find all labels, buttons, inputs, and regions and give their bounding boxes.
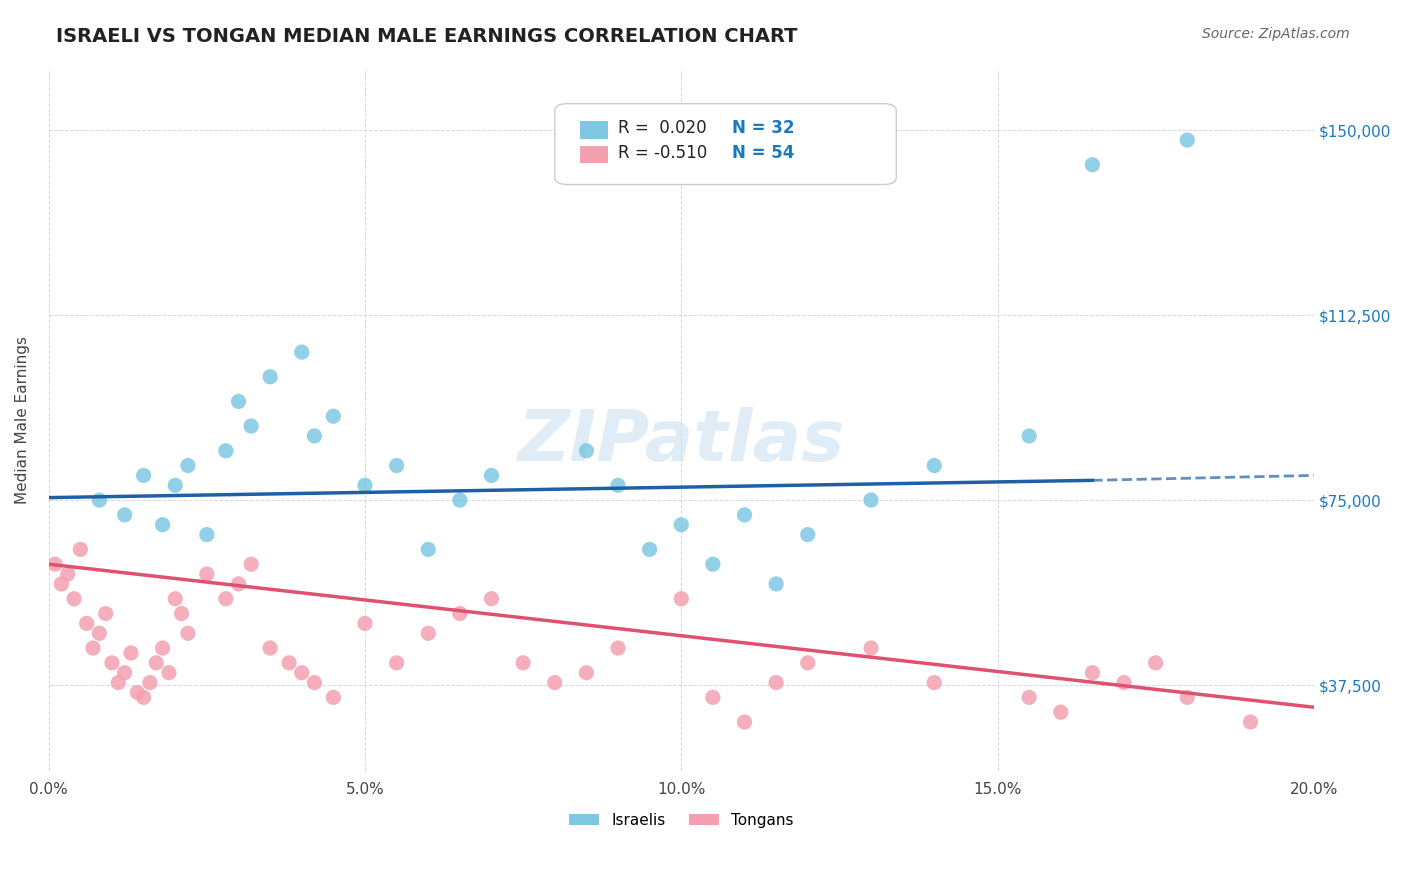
Text: Source: ZipAtlas.com: Source: ZipAtlas.com [1202,27,1350,41]
Text: N = 54: N = 54 [733,144,794,161]
Point [114,508,136,522]
Point [145,656,167,670]
Point [1144,656,1167,670]
Text: ISRAELI VS TONGAN MEDIAN MALE EARNINGS CORRELATION CHART: ISRAELI VS TONGAN MEDIAN MALE EARNINGS C… [56,27,797,45]
Point [120,646,142,660]
Point [702,558,724,572]
Point [195,567,218,582]
Point [544,675,567,690]
Point [734,508,756,522]
Point [481,591,503,606]
FancyBboxPatch shape [555,103,896,185]
Point [195,527,218,541]
Point [278,656,301,670]
Point [215,443,238,458]
Point [56,567,79,582]
Point [418,626,440,640]
Text: R = -0.510: R = -0.510 [619,144,707,161]
Point [127,685,149,699]
Point [859,641,882,656]
Point [1018,429,1040,443]
Point [322,409,344,424]
Point [139,675,162,690]
Point [114,665,136,680]
Point [291,345,314,359]
Point [259,369,281,384]
Point [69,542,91,557]
Point [765,675,787,690]
Point [1175,133,1198,147]
Point [170,607,193,621]
Point [177,626,200,640]
Point [1239,714,1261,729]
Point [1081,158,1104,172]
Point [607,641,630,656]
Point [607,478,630,492]
Point [671,591,693,606]
Point [157,665,180,680]
Point [354,616,377,631]
Text: R =  0.020: R = 0.020 [619,120,707,137]
Point [132,690,155,705]
Point [51,577,73,591]
Point [152,641,174,656]
Point [107,675,129,690]
Point [354,478,377,492]
Point [89,493,111,508]
Point [1018,690,1040,705]
Point [859,493,882,508]
Point [922,458,945,473]
Point [1049,705,1071,719]
Point [94,607,117,621]
Point [240,558,263,572]
Point [152,517,174,532]
Point [291,665,314,680]
Text: ZIPatlas: ZIPatlas [517,407,845,475]
Point [322,690,344,705]
Point [765,577,787,591]
Point [44,558,66,572]
Point [165,591,187,606]
Point [575,665,598,680]
Point [575,443,598,458]
Point [481,468,503,483]
Point [101,656,124,670]
Point [228,394,250,409]
Point [638,542,661,557]
Point [1175,690,1198,705]
Bar [581,121,607,139]
Point [734,714,756,729]
Legend: Israelis, Tongans: Israelis, Tongans [562,806,800,834]
Point [671,517,693,532]
Point [449,493,471,508]
Text: N = 32: N = 32 [733,120,794,137]
Point [385,458,408,473]
Point [449,607,471,621]
Point [132,468,155,483]
Point [76,616,98,631]
Point [240,419,263,434]
Point [922,675,945,690]
Point [1112,675,1135,690]
Y-axis label: Median Male Earnings: Median Male Earnings [15,336,30,504]
Point [177,458,200,473]
Point [89,626,111,640]
Point [512,656,534,670]
Point [797,656,820,670]
Point [82,641,104,656]
Point [304,429,326,443]
Point [385,656,408,670]
Bar [581,145,607,163]
Point [418,542,440,557]
Point [165,478,187,492]
Point [1081,665,1104,680]
Point [304,675,326,690]
Point [228,577,250,591]
Point [797,527,820,541]
Point [63,591,86,606]
Point [702,690,724,705]
Point [215,591,238,606]
Point [259,641,281,656]
